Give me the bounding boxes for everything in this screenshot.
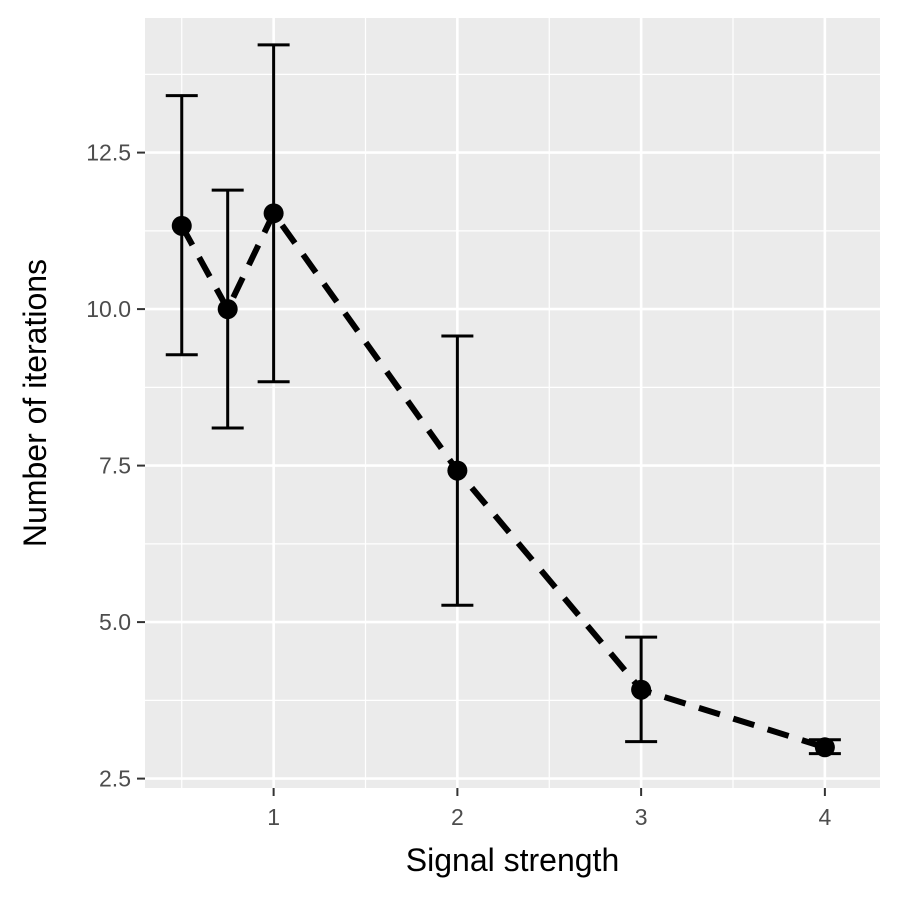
y-tick-label: 10.0 — [86, 296, 131, 322]
x-tick-label: 2 — [451, 804, 464, 830]
y-tick-label: 2.5 — [99, 766, 131, 792]
x-tick-label: 1 — [267, 804, 280, 830]
y-tick-label: 12.5 — [86, 140, 131, 166]
plot-panel — [145, 18, 880, 788]
axes-layer: 1 2 3 4 2.5 5.0 7.5 10.0 12.5 — [86, 140, 831, 830]
x-axis-title: Signal strength — [406, 842, 619, 878]
y-axis-title: Number of iterations — [17, 259, 53, 547]
series-line — [179, 207, 826, 751]
major-gridlines — [145, 18, 880, 788]
data-point — [631, 679, 652, 700]
x-tick-label: 4 — [818, 804, 831, 830]
data-point — [447, 460, 468, 481]
series-layer — [165, 43, 841, 758]
data-point — [814, 737, 835, 758]
data-point — [171, 215, 192, 236]
x-tick-label: 3 — [635, 804, 648, 830]
data-point — [263, 203, 284, 224]
y-tick-label: 5.0 — [99, 609, 131, 635]
data-point — [217, 299, 238, 320]
minor-gridlines — [145, 18, 880, 788]
y-tick-label: 7.5 — [99, 453, 131, 479]
